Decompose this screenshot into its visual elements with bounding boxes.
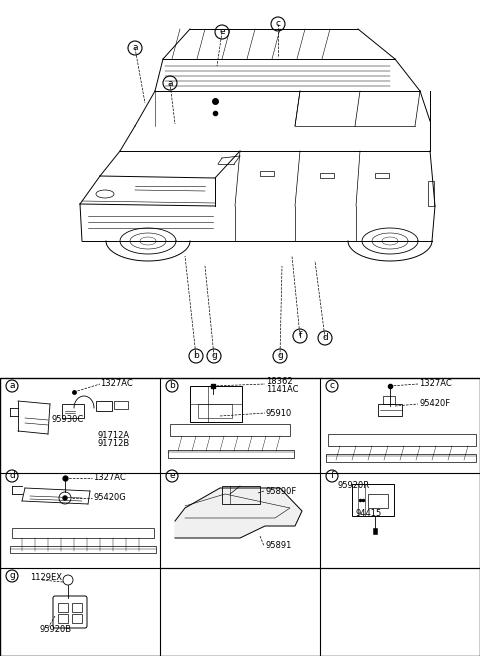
Bar [0,378,480,656]
Text: g: g [277,352,283,361]
Text: 95920B: 95920B [40,626,72,634]
Text: 94415: 94415 [355,508,381,518]
Text: 95420G: 95420G [93,493,126,502]
Bar [373,528,377,534]
Bar [378,404,402,416]
Text: b: b [169,382,175,390]
Text: 95930C: 95930C [52,415,84,424]
Text: f: f [330,472,334,480]
Text: 95920R: 95920R [337,482,369,491]
Text: f: f [299,331,301,340]
Text: b: b [193,352,199,361]
Text: a: a [9,382,15,390]
Bar [190,386,242,422]
Text: c: c [276,20,280,28]
Text: e: e [169,472,175,480]
Text: g: g [9,571,15,581]
Bar [320,173,334,178]
Bar [72,603,82,612]
Text: 1327AC: 1327AC [93,474,126,483]
Bar [170,424,290,436]
Bar [375,173,389,178]
Text: 95420F: 95420F [419,400,450,409]
Bar [72,614,82,623]
Text: g: g [211,352,217,361]
Bar [10,546,156,553]
Text: d: d [322,333,328,342]
Polygon shape [175,488,302,538]
Bar [222,486,260,504]
Bar [260,171,274,176]
Text: 95891: 95891 [265,541,291,550]
Text: 95910: 95910 [266,409,292,417]
Bar [58,603,68,612]
Text: e: e [219,28,225,37]
Circle shape [62,495,68,501]
Bar [168,450,294,458]
Text: 91712B: 91712B [97,440,129,449]
Text: d: d [9,472,15,480]
Bar [352,484,394,516]
Text: a: a [167,79,173,87]
Text: 18362: 18362 [266,377,293,386]
Text: 1327AC: 1327AC [419,380,452,388]
Bar [368,494,388,508]
Bar [326,454,476,462]
Text: 95890F: 95890F [265,487,296,495]
Bar [58,614,68,623]
Bar [62,404,84,418]
Bar [198,404,232,418]
Bar [114,401,128,409]
Text: 1141AC: 1141AC [266,384,299,394]
Bar [428,181,434,206]
Text: c: c [329,382,335,390]
Text: 1129EX: 1129EX [30,573,62,583]
Bar [383,396,395,404]
Bar [12,528,154,538]
Text: a: a [132,43,138,52]
Text: 1327AC: 1327AC [100,380,133,388]
Text: 91712A: 91712A [97,432,129,440]
Bar [96,401,112,411]
Bar [328,434,476,446]
